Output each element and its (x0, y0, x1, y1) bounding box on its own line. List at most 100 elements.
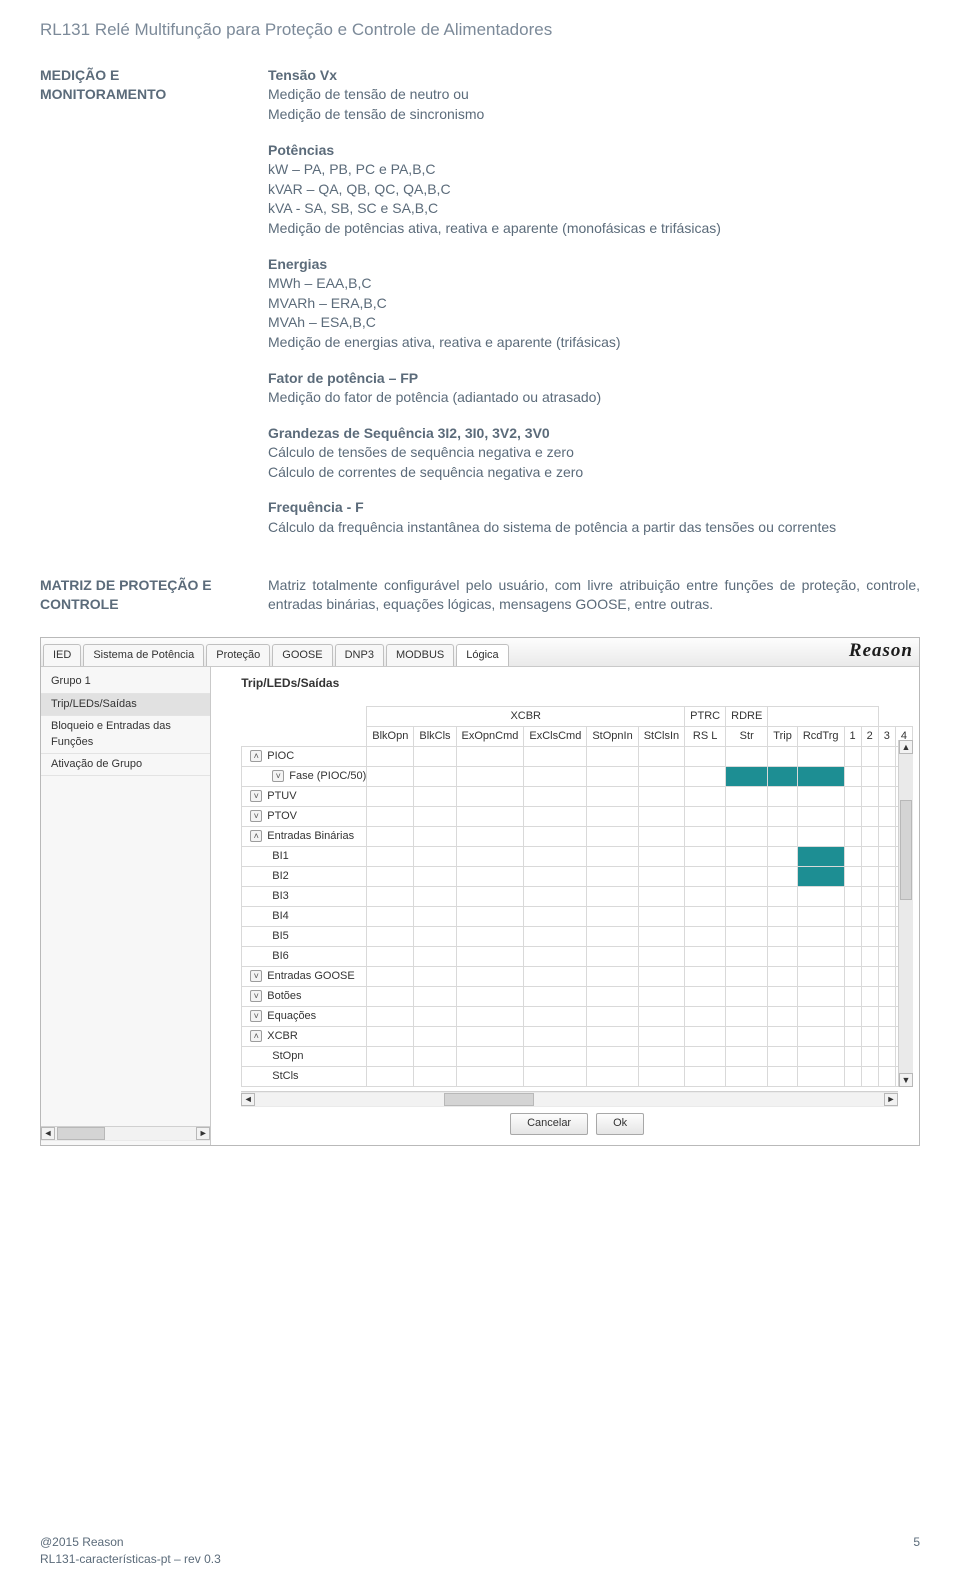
sidebar-item[interactable]: Grupo 1 (41, 671, 210, 693)
matrix-cell[interactable] (367, 847, 414, 867)
matrix-cell[interactable] (414, 827, 456, 847)
matrix-cell[interactable] (861, 867, 878, 887)
chevron-up-icon[interactable]: ˄ (250, 1030, 262, 1042)
chevron-down-icon[interactable]: ˅ (250, 810, 262, 822)
matrix-cell[interactable] (685, 1007, 726, 1027)
tab-proteção[interactable]: Proteção (206, 644, 270, 666)
matrix-cell[interactable] (768, 947, 798, 967)
matrix-cell[interactable] (768, 1007, 798, 1027)
matrix-cell[interactable] (844, 847, 861, 867)
matrix-cell[interactable] (367, 907, 414, 927)
matrix-cell[interactable] (844, 1007, 861, 1027)
row-label[interactable]: BI3 (242, 887, 367, 907)
matrix-cell[interactable] (638, 1047, 684, 1067)
matrix-cell[interactable] (367, 947, 414, 967)
matrix-cell[interactable] (726, 747, 768, 767)
matrix-cell[interactable] (524, 1027, 587, 1047)
matrix-cell[interactable] (726, 1047, 768, 1067)
matrix-cell[interactable] (524, 927, 587, 947)
row-label[interactable]: BI1 (242, 847, 367, 867)
matrix-cell[interactable] (524, 787, 587, 807)
matrix-cell[interactable] (878, 987, 895, 1007)
matrix-cell[interactable] (638, 767, 684, 787)
matrix-cell[interactable] (685, 987, 726, 1007)
matrix-cell[interactable] (768, 747, 798, 767)
matrix-cell[interactable] (685, 867, 726, 887)
matrix-cell[interactable] (685, 827, 726, 847)
matrix-cell[interactable] (456, 1047, 524, 1067)
matrix-cell[interactable] (524, 807, 587, 827)
matrix-cell[interactable] (844, 927, 861, 947)
matrix-cell[interactable] (587, 747, 638, 767)
matrix-cell[interactable] (524, 907, 587, 927)
matrix-cell[interactable] (878, 867, 895, 887)
matrix-cell[interactable] (587, 907, 638, 927)
matrix-cell[interactable] (367, 987, 414, 1007)
matrix-cell[interactable] (685, 887, 726, 907)
matrix-cell[interactable] (844, 1067, 861, 1087)
matrix-cell[interactable] (367, 967, 414, 987)
cancel-button[interactable]: Cancelar (510, 1113, 588, 1134)
matrix-cell[interactable] (456, 747, 524, 767)
matrix-cell[interactable] (414, 947, 456, 967)
matrix-cell[interactable] (414, 747, 456, 767)
matrix-cell[interactable] (524, 1007, 587, 1027)
matrix-cell[interactable] (524, 887, 587, 907)
scroll-left-icon[interactable]: ◄ (241, 1093, 255, 1106)
matrix-cell[interactable] (844, 747, 861, 767)
chevron-down-icon[interactable]: ˅ (250, 790, 262, 802)
matrix-cell[interactable] (861, 787, 878, 807)
matrix-cell[interactable] (638, 1007, 684, 1027)
matrix-cell[interactable] (367, 867, 414, 887)
matrix-cell[interactable] (456, 867, 524, 887)
matrix-cell[interactable] (726, 1027, 768, 1047)
matrix-cell[interactable] (524, 827, 587, 847)
matrix-cell[interactable] (797, 847, 844, 867)
chevron-down-icon[interactable]: ˅ (272, 770, 284, 782)
matrix-cell[interactable] (844, 887, 861, 907)
matrix-cell[interactable] (587, 987, 638, 1007)
matrix-cell[interactable] (456, 947, 524, 967)
matrix-cell[interactable] (456, 827, 524, 847)
matrix-cell[interactable] (456, 967, 524, 987)
matrix-cell[interactable] (861, 747, 878, 767)
row-label[interactable]: ˄XCBR (242, 1027, 367, 1047)
matrix-cell[interactable] (844, 827, 861, 847)
matrix-cell[interactable] (844, 1027, 861, 1047)
matrix-cell[interactable] (878, 907, 895, 927)
matrix-cell[interactable] (768, 1067, 798, 1087)
matrix-cell[interactable] (414, 1007, 456, 1027)
matrix-cell[interactable] (861, 947, 878, 967)
matrix-cell[interactable] (587, 887, 638, 907)
matrix-cell[interactable] (414, 867, 456, 887)
matrix-cell[interactable] (456, 987, 524, 1007)
matrix-cell[interactable] (685, 747, 726, 767)
row-label[interactable]: ˅Entradas GOOSE (242, 967, 367, 987)
matrix-cell[interactable] (797, 1007, 844, 1027)
matrix-cell[interactable] (414, 787, 456, 807)
matrix-cell[interactable] (797, 1027, 844, 1047)
matrix-cell[interactable] (878, 1027, 895, 1047)
matrix-cell[interactable] (414, 907, 456, 927)
matrix-cell[interactable] (797, 927, 844, 947)
matrix-cell[interactable] (797, 947, 844, 967)
row-label[interactable]: ˄PIOC (242, 747, 367, 767)
matrix-cell[interactable] (797, 787, 844, 807)
sidebar-item[interactable]: Bloqueio e Entradas das Funções (41, 716, 210, 754)
matrix-cell[interactable] (844, 867, 861, 887)
matrix-cell[interactable] (414, 1047, 456, 1067)
matrix-cell[interactable] (797, 1067, 844, 1087)
chevron-down-icon[interactable]: ˅ (250, 990, 262, 1002)
matrix-cell[interactable] (797, 807, 844, 827)
matrix-cell[interactable] (638, 927, 684, 947)
matrix-cell[interactable] (414, 1027, 456, 1047)
matrix-cell[interactable] (726, 847, 768, 867)
matrix-cell[interactable] (685, 927, 726, 947)
row-label[interactable]: ˅Equações (242, 1007, 367, 1027)
matrix-cell[interactable] (456, 1067, 524, 1087)
matrix-cell[interactable] (414, 927, 456, 947)
scroll-thumb[interactable] (444, 1093, 534, 1106)
matrix-cell[interactable] (878, 1007, 895, 1027)
matrix-cell[interactable] (367, 1067, 414, 1087)
matrix-cell[interactable] (524, 1047, 587, 1067)
